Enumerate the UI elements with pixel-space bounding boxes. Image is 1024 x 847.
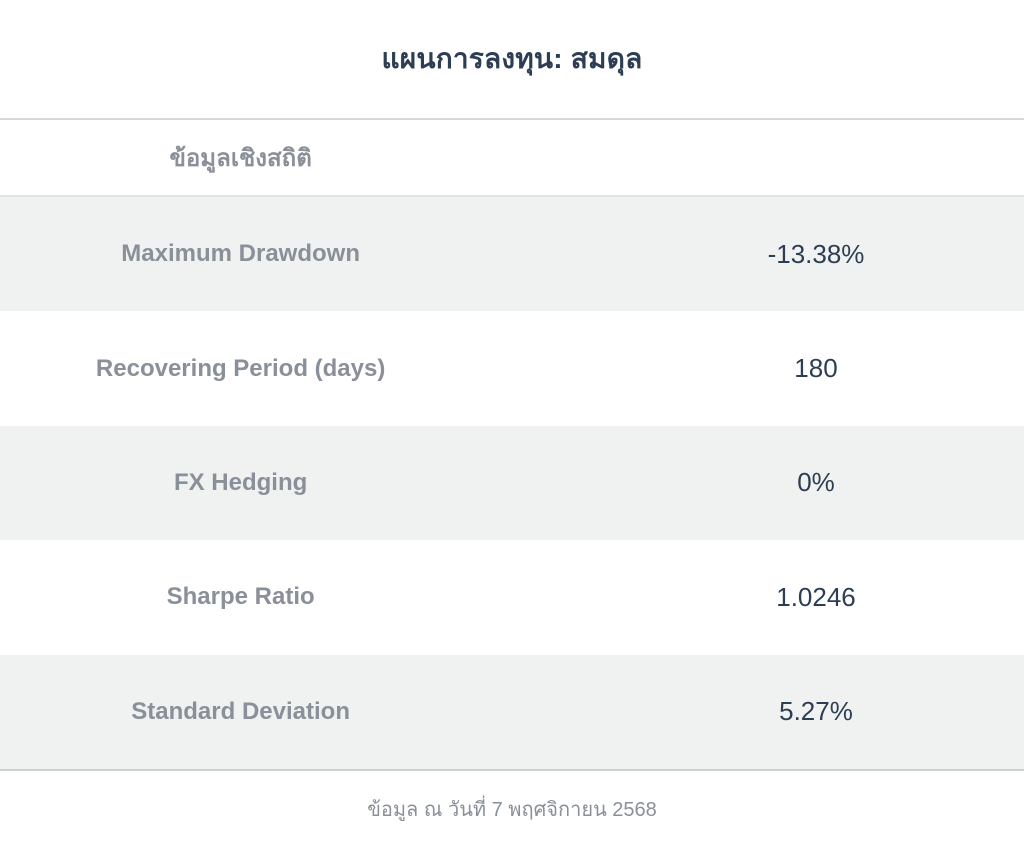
row-label-maximum-drawdown: Maximum Drawdown (121, 240, 360, 268)
row-label-sharpe-ratio: Sharpe Ratio (166, 583, 315, 611)
statistics-table: ข้อมูลเชิงสถิติ Maximum Drawdown -13.38%… (0, 118, 1024, 771)
page-title: แผนการลงทุน: สมดุล (381, 43, 643, 74)
row-value-fx-hedging: 0% (797, 467, 835, 498)
section-header-statistics: ข้อมูลเชิงสถิติ (169, 145, 312, 172)
table-body: Maximum Drawdown -13.38% Recovering Peri… (0, 197, 1024, 771)
title-section: แผนการลงทุน: สมดุล (0, 0, 1024, 118)
row-label-fx-hedging: FX Hedging (173, 468, 308, 496)
row-value-sharpe-ratio: 1.0246 (776, 581, 856, 612)
row-label-standard-deviation: Standard Deviation (131, 697, 350, 725)
footer-section: ข้อมูล ณ วันที่ 7 พฤศจิกายน 2568 (0, 771, 1024, 847)
table-row: Maximum Drawdown -13.38% (0, 197, 1024, 312)
row-value-maximum-drawdown: -13.38% (767, 238, 865, 269)
table-header-row: ข้อมูลเชิงสถิติ (0, 120, 1024, 197)
row-value-recovering-period: 180 (794, 353, 838, 384)
row-label-recovering-period: Recovering Period (days) (95, 354, 386, 382)
table-row: Recovering Period (days) 180 (0, 311, 1024, 426)
row-value-standard-deviation: 5.27% (779, 696, 853, 727)
data-as-of-date: ข้อมูล ณ วันที่ 7 พฤศจิกายน 2568 (367, 798, 657, 821)
table-row: Standard Deviation 5.27% (0, 654, 1024, 769)
table-row: FX Hedging 0% (0, 425, 1024, 541)
table-row: Sharpe Ratio 1.0246 (0, 540, 1024, 655)
